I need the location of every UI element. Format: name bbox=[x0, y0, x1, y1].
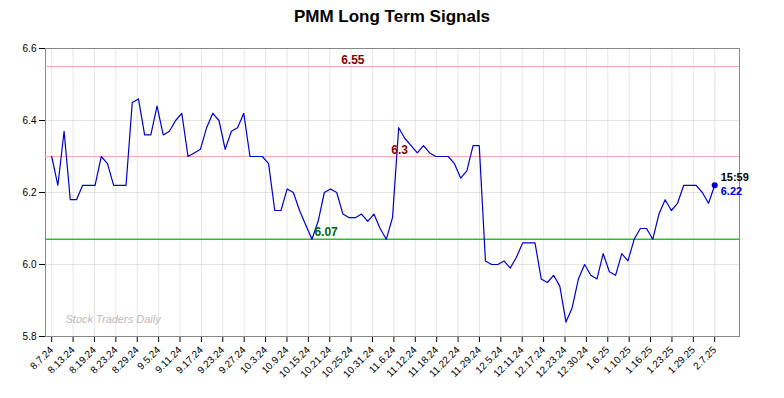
svg-text:9.23.24: 9.23.24 bbox=[195, 344, 227, 376]
svg-text:1.10.25: 1.10.25 bbox=[601, 344, 633, 376]
svg-text:Stock Traders Daily: Stock Traders Daily bbox=[66, 313, 163, 325]
svg-text:12.17.24: 12.17.24 bbox=[512, 344, 548, 380]
svg-text:12.11.24: 12.11.24 bbox=[491, 344, 526, 379]
svg-text:5.8: 5.8 bbox=[23, 331, 37, 342]
svg-text:9.27.24: 9.27.24 bbox=[216, 344, 248, 376]
svg-text:9.17.24: 9.17.24 bbox=[173, 344, 206, 376]
svg-text:8.13.24: 8.13.24 bbox=[45, 344, 77, 376]
svg-text:6.3: 6.3 bbox=[391, 143, 408, 157]
svg-text:10.25.24: 10.25.24 bbox=[319, 344, 355, 380]
svg-text:1.23.25: 1.23.25 bbox=[644, 344, 676, 376]
svg-text:12.30.24: 12.30.24 bbox=[554, 344, 591, 380]
svg-text:8.7.24: 8.7.24 bbox=[27, 344, 56, 372]
svg-text:10.31.24: 10.31.24 bbox=[340, 344, 377, 380]
svg-text:10.21.24: 10.21.24 bbox=[298, 344, 334, 380]
svg-text:6.4: 6.4 bbox=[23, 115, 37, 126]
svg-text:10.15.24: 10.15.24 bbox=[276, 344, 312, 380]
svg-text:8.29.24: 8.29.24 bbox=[110, 344, 142, 376]
svg-text:1.6.25: 1.6.25 bbox=[584, 344, 612, 372]
svg-text:6.55: 6.55 bbox=[341, 53, 365, 67]
svg-text:11.29.24: 11.29.24 bbox=[448, 344, 484, 379]
svg-text:11.6.24: 11.6.24 bbox=[366, 344, 398, 376]
svg-text:11.18.24: 11.18.24 bbox=[405, 344, 441, 379]
svg-text:6.2: 6.2 bbox=[23, 187, 37, 198]
svg-text:11.12.24: 11.12.24 bbox=[384, 344, 419, 379]
svg-text:6.6: 6.6 bbox=[23, 43, 37, 54]
svg-text:6.22: 6.22 bbox=[721, 185, 742, 197]
svg-text:2.7.25: 2.7.25 bbox=[691, 344, 719, 372]
svg-text:12.23.24: 12.23.24 bbox=[533, 344, 569, 380]
svg-text:8.19.24: 8.19.24 bbox=[66, 344, 99, 376]
svg-text:8.23.24: 8.23.24 bbox=[88, 344, 120, 376]
svg-text:6.0: 6.0 bbox=[23, 259, 37, 270]
svg-text:9.11.24: 9.11.24 bbox=[152, 344, 184, 376]
svg-text:1.16.25: 1.16.25 bbox=[622, 344, 655, 376]
svg-text:6.07: 6.07 bbox=[314, 225, 338, 239]
svg-text:1.29.25: 1.29.25 bbox=[666, 344, 698, 376]
svg-text:15:59: 15:59 bbox=[721, 171, 749, 183]
svg-text:10.3.24: 10.3.24 bbox=[237, 344, 270, 376]
svg-text:12.5.24: 12.5.24 bbox=[473, 344, 505, 376]
html-text:PMM Long Term Signals: PMM Long Term Signals bbox=[293, 7, 491, 26]
svg-text:11.22.24: 11.22.24 bbox=[427, 344, 462, 379]
svg-text:9.5.24: 9.5.24 bbox=[134, 344, 163, 372]
svg-text:10.9.24: 10.9.24 bbox=[259, 344, 291, 376]
